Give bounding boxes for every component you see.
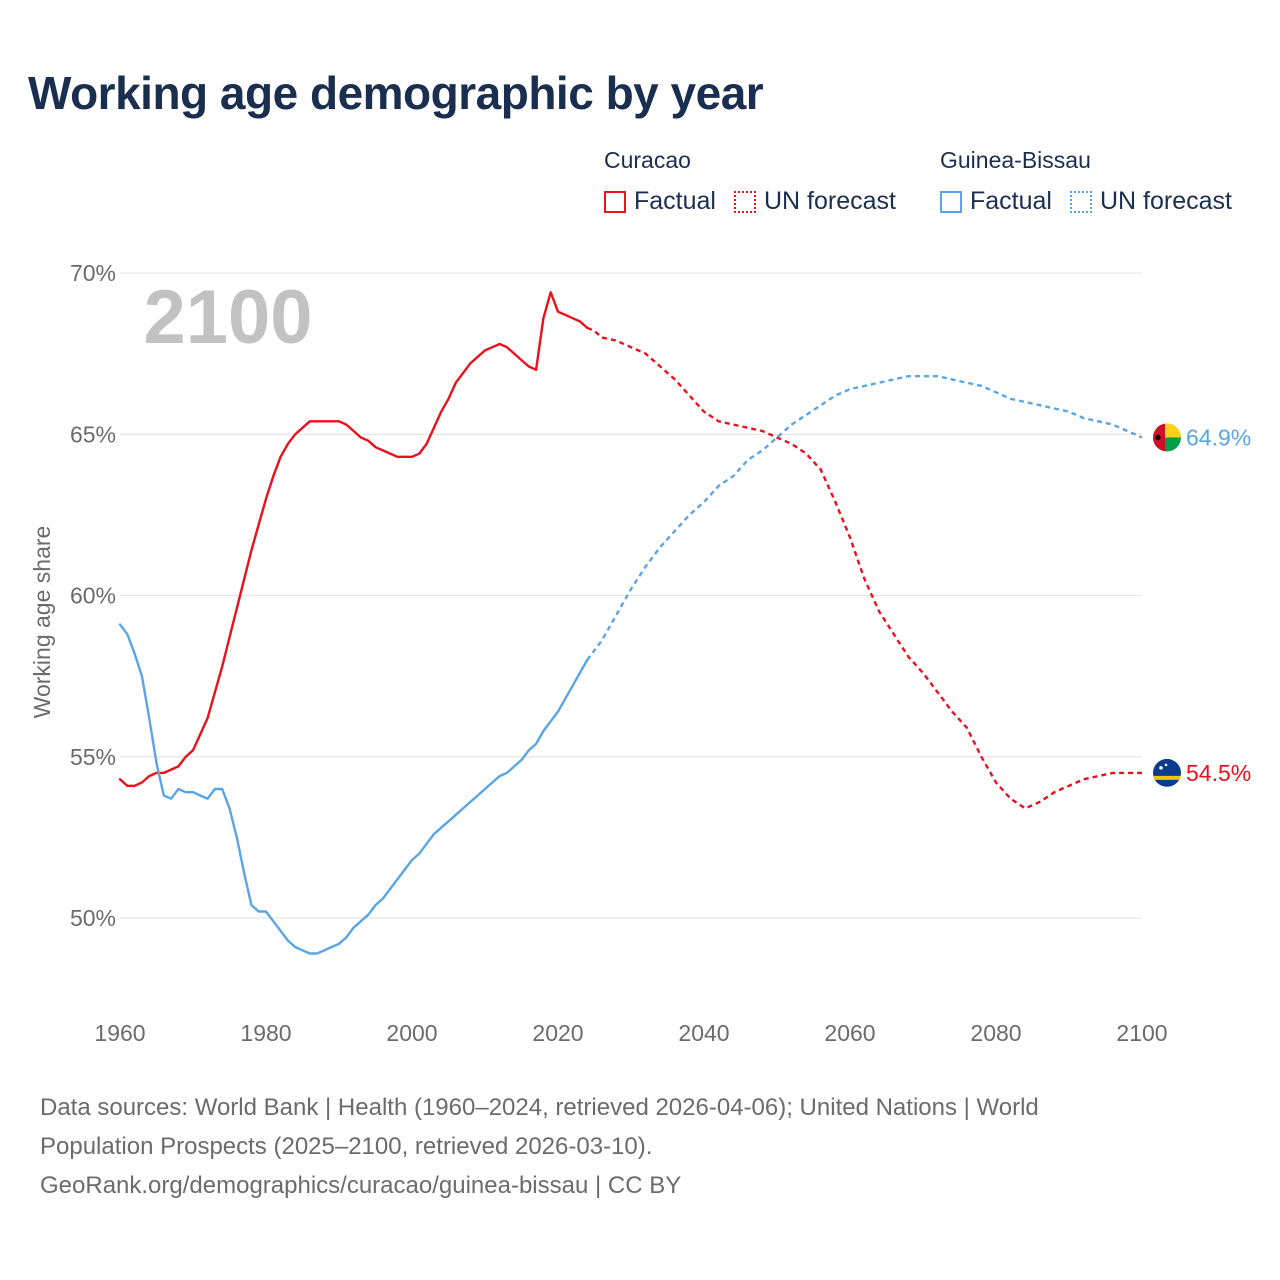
y-axis-label: Working age share bbox=[29, 526, 55, 719]
legend-group-curacao: Curacao Factual UN forecast bbox=[604, 146, 914, 216]
series-line-guinea-bissau-forecast bbox=[586, 375, 1143, 661]
footer-line-3: GeoRank.org/demographics/curacao/guinea-… bbox=[40, 1172, 682, 1199]
legend-swatch-curacao-factual bbox=[604, 190, 626, 213]
curacao-flag-icon bbox=[1153, 758, 1181, 787]
legend-item-guinea-bissau-forecast[interactable]: UN forecast bbox=[1069, 187, 1232, 216]
legend-label-guinea-bissau-factual: Factual bbox=[970, 187, 1052, 215]
x-tick-label: 2000 bbox=[386, 1020, 437, 1046]
legend-country-guinea-bissau: Guinea-Bissau bbox=[940, 147, 1091, 173]
y-tick-label: 55% bbox=[70, 744, 116, 770]
x-tick-label: 2100 bbox=[1116, 1020, 1167, 1046]
x-tick-label: 2060 bbox=[824, 1020, 875, 1046]
guinea-bissau-flag-icon bbox=[1153, 423, 1181, 452]
series-line-guinea-bissau-factual bbox=[118, 623, 589, 955]
legend-swatch-guinea-bissau-forecast bbox=[1069, 190, 1092, 213]
end-value-label: 54.5% bbox=[1186, 760, 1251, 786]
legend-item-guinea-bissau-factual[interactable]: Factual bbox=[940, 187, 1052, 216]
y-tick-label: 50% bbox=[70, 905, 116, 931]
legend-label-guinea-bissau-forecast: UN forecast bbox=[1099, 187, 1232, 215]
x-tick-label: 2080 bbox=[970, 1020, 1021, 1046]
x-tick-label: 1980 bbox=[240, 1020, 291, 1046]
chart-title: Working age demographic by year bbox=[28, 67, 764, 119]
series-line-curacao-factual bbox=[118, 291, 589, 787]
footer-sources: Data sources: World Bank | Health (1960–… bbox=[40, 1088, 1240, 1205]
legend-swatch-guinea-bissau-factual bbox=[940, 190, 962, 213]
y-tick-label: 70% bbox=[70, 260, 116, 286]
legend-swatch-curacao-forecast bbox=[733, 190, 756, 213]
year-overlay-label: 2100 bbox=[143, 275, 312, 360]
legend-item-curacao-factual[interactable]: Factual bbox=[604, 187, 716, 216]
legend-label-curacao-factual: Factual bbox=[634, 187, 716, 215]
x-tick-label: 2020 bbox=[532, 1020, 583, 1046]
y-tick-label: 65% bbox=[70, 421, 116, 447]
legend-label-curacao-forecast: UN forecast bbox=[763, 187, 896, 215]
x-tick-label: 2040 bbox=[678, 1020, 729, 1046]
legend-group-guinea-bissau: Guinea-Bissau Factual UN forecast bbox=[940, 146, 1250, 216]
series-line-curacao-forecast bbox=[586, 326, 1142, 810]
x-tick-label: 1960 bbox=[94, 1020, 145, 1046]
footer-line-2: Population Prospects (2025–2100, retriev… bbox=[40, 1133, 653, 1160]
legend-item-curacao-forecast[interactable]: UN forecast bbox=[733, 187, 896, 216]
legend-country-curacao: Curacao bbox=[604, 147, 691, 173]
end-value-label: 64.9% bbox=[1186, 424, 1251, 450]
y-tick-label: 60% bbox=[70, 583, 116, 609]
footer-line-1: Data sources: World Bank | Health (1960–… bbox=[40, 1094, 1039, 1121]
